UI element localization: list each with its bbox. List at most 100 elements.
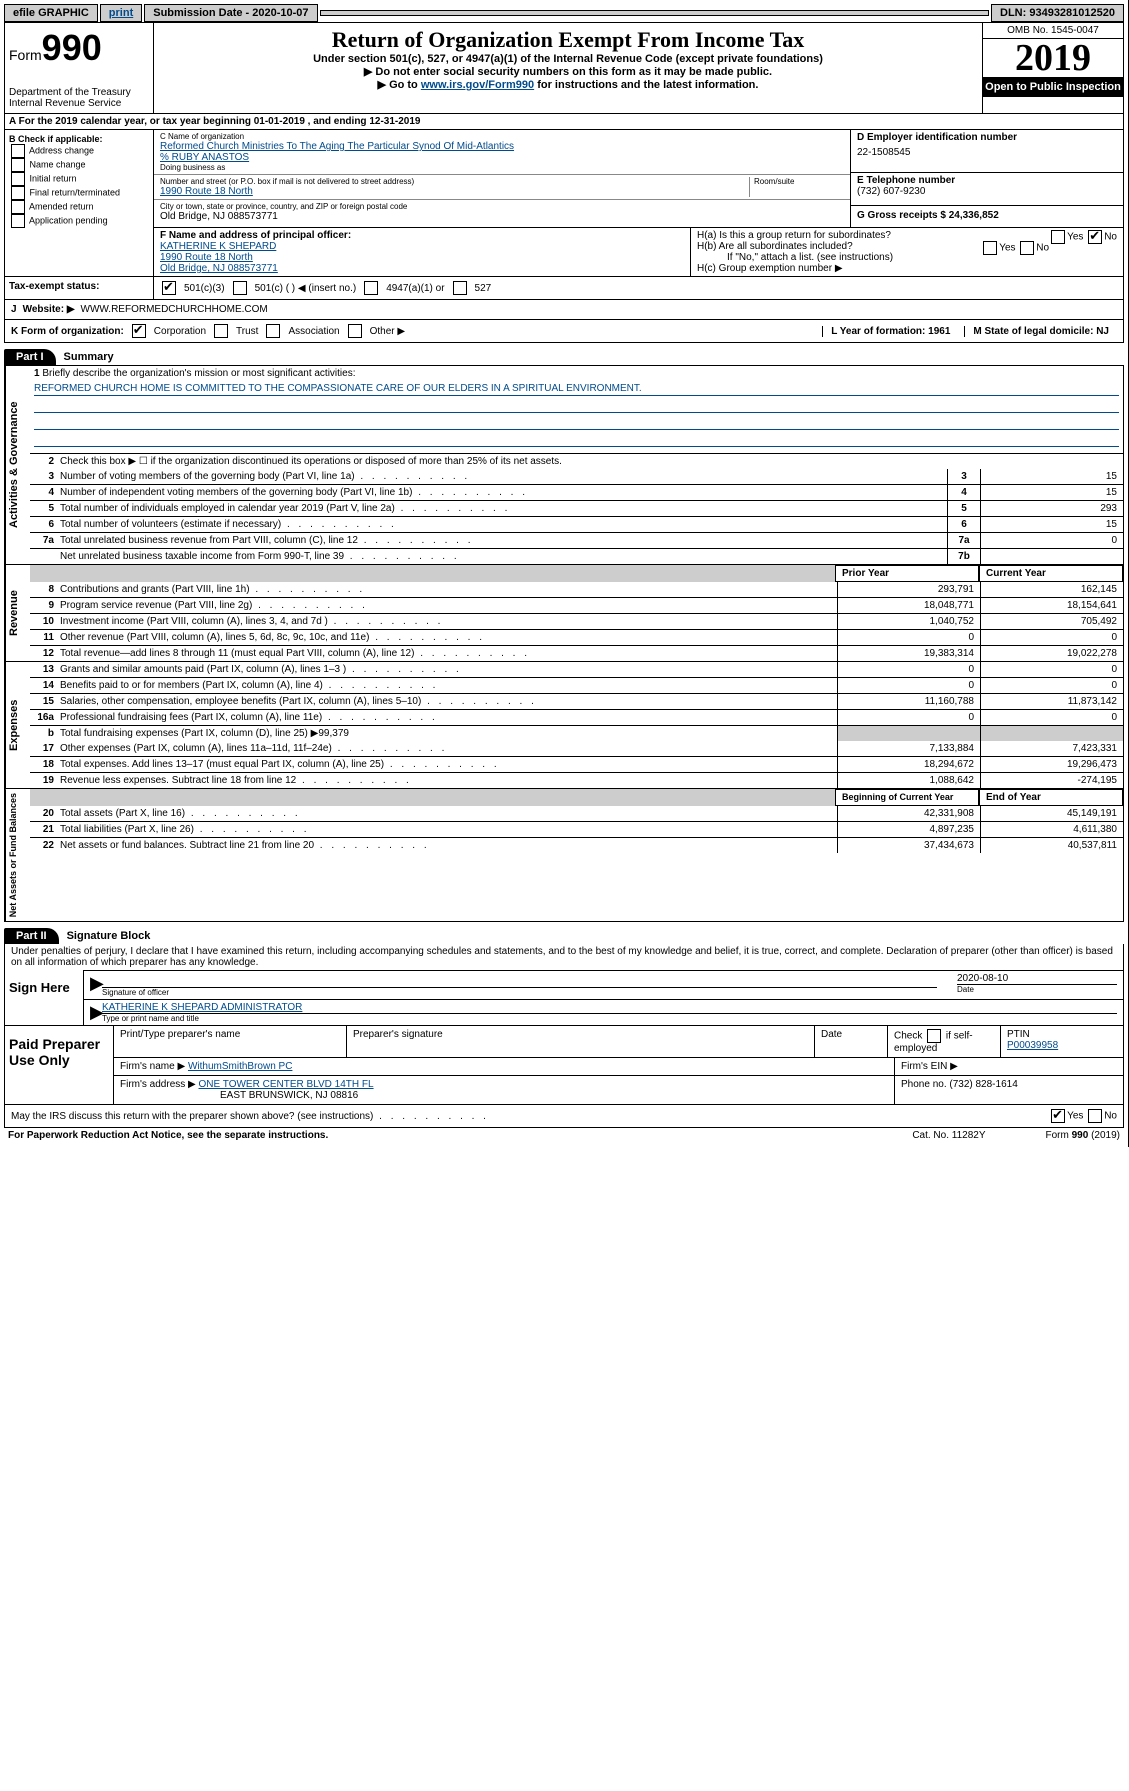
city-label: City or town, state or province, country…	[160, 202, 844, 211]
sig-date-label: Date	[957, 985, 1117, 994]
opt-final-return[interactable]: Final return/terminated	[9, 186, 149, 200]
officer-addr1[interactable]: 1990 Route 18 North	[160, 252, 253, 263]
chk-other[interactable]	[348, 324, 362, 338]
l-year-formation: L Year of formation: 1961	[831, 326, 950, 337]
net-header-row: Beginning of Current Year End of Year	[30, 789, 1123, 806]
ptin-value[interactable]: P00039958	[1007, 1040, 1058, 1051]
officer-name[interactable]: KATHERINE K SHEPARD	[160, 241, 276, 252]
officer-print-name[interactable]: KATHERINE K SHEPARD ADMINISTRATOR	[102, 1002, 302, 1013]
line-16b-desc: Total fundraising expenses (Part IX, col…	[56, 726, 837, 741]
summary-row: 8Contributions and grants (Part VIII, li…	[30, 582, 1123, 597]
firm-name[interactable]: WithumSmithBrown PC	[188, 1061, 292, 1072]
mission-blank2	[34, 417, 1119, 430]
submission-date: Submission Date - 2020-10-07	[144, 4, 317, 22]
gov-vert-label: Activities & Governance	[5, 366, 30, 564]
dba-label: Doing business as	[160, 163, 844, 172]
mission-blank1	[34, 400, 1119, 413]
summary-row: 12Total revenue—add lines 8 through 11 (…	[30, 645, 1123, 661]
form-word: Form	[9, 47, 42, 63]
chk-self-employed[interactable]	[927, 1029, 941, 1043]
sig-officer-line	[102, 973, 937, 988]
sig-arrow1: ▶	[90, 973, 102, 997]
room-suite-label: Room/suite	[749, 177, 844, 197]
j-label: J	[11, 304, 17, 315]
firm-address[interactable]: ONE TOWER CENTER BLVD 14TH FL	[199, 1079, 374, 1090]
rev-vert-label: Revenue	[5, 565, 30, 661]
chk-trust[interactable]	[214, 324, 228, 338]
preparer-name-hdr: Print/Type preparer's name	[114, 1026, 347, 1057]
preparer-sig-hdr: Preparer's signature	[347, 1026, 815, 1057]
end-year-hdr: End of Year	[979, 789, 1123, 806]
mission-text: REFORMED CHURCH HOME IS COMMITTED TO THE…	[34, 383, 1119, 396]
chk-assoc[interactable]	[266, 324, 280, 338]
h-c-exemption: H(c) Group exemption number ▶	[697, 263, 1117, 274]
org-care-of[interactable]: % RUBY ANASTOS	[160, 152, 249, 163]
chk-discuss-yes[interactable]	[1051, 1109, 1065, 1123]
chk-discuss-no[interactable]	[1088, 1109, 1102, 1123]
line-16b-prior	[837, 726, 980, 741]
gross-receipts: G Gross receipts $ 24,336,852	[857, 210, 999, 221]
summary-row: 16aProfessional fundraising fees (Part I…	[30, 709, 1123, 725]
opt-501c: 501(c) ( ) ◀ (insert no.)	[255, 283, 357, 294]
summary-row: 4Number of independent voting members of…	[30, 484, 1123, 500]
form-990-num: 990	[42, 27, 102, 68]
firm-name-label: Firm's name ▶	[120, 1061, 185, 1072]
addr-label: Number and street (or P.O. box if mail i…	[160, 177, 749, 186]
rev-header-row: Prior Year Current Year	[30, 565, 1123, 582]
print-button[interactable]: print	[100, 4, 142, 22]
row-a-tax-year: A For the 2019 calendar year, or tax yea…	[4, 114, 1124, 130]
k-org-row: K Form of organization: Corporation Trus…	[4, 320, 1124, 343]
website-row: J Website: ▶ WWW.REFORMEDCHURCHHOME.COM	[4, 300, 1124, 320]
chk-501c3[interactable]	[162, 281, 176, 295]
open-to-public: Open to Public Inspection	[983, 77, 1123, 97]
paid-preparer-label: Paid Preparer Use Only	[5, 1026, 113, 1104]
street-address[interactable]: 1990 Route 18 North	[160, 186, 253, 197]
line2-desc: Check this box ▶ ☐ if the organization d…	[56, 454, 1123, 469]
c-name-label: C Name of organization	[160, 132, 844, 141]
summary-row: 7aTotal unrelated business revenue from …	[30, 532, 1123, 548]
opt-assoc: Association	[288, 326, 339, 337]
summary-row: 11Other revenue (Part VIII, column (A), …	[30, 629, 1123, 645]
prior-year-hdr: Prior Year	[835, 565, 979, 582]
cat-no: Cat. No. 11282Y	[912, 1130, 985, 1141]
dln-label: DLN: 93493281012520	[991, 4, 1124, 22]
opt-other: Other ▶	[370, 326, 405, 337]
m-state-domicile: M State of legal domicile: NJ	[973, 326, 1109, 337]
summary-row: 3Number of voting members of the governi…	[30, 469, 1123, 484]
opt-address-change[interactable]: Address change	[9, 144, 149, 158]
opt-501c3: 501(c)(3)	[184, 283, 225, 294]
perjury-text: Under penalties of perjury, I declare th…	[5, 944, 1123, 970]
print-name-label: Type or print name and title	[102, 1014, 1117, 1023]
k-label: K Form of organization:	[11, 326, 124, 337]
goto-prefix: ▶ Go to	[378, 79, 421, 91]
exp-vert-label: Expenses	[5, 662, 30, 788]
paid-preparer-block: Paid Preparer Use Only Print/Type prepar…	[4, 1026, 1124, 1105]
summary-row: 10Investment income (Part VIII, column (…	[30, 613, 1123, 629]
part1-title: Summary	[56, 351, 114, 363]
chk-4947[interactable]	[364, 281, 378, 295]
sig-date: 2020-08-10	[957, 973, 1117, 985]
discuss-yes: Yes	[1067, 1111, 1083, 1122]
mission-blank3	[34, 434, 1119, 447]
part1-tab: Part I	[4, 349, 56, 365]
chk-527[interactable]	[453, 281, 467, 295]
discuss-no: No	[1104, 1111, 1117, 1122]
preparer-date-hdr: Date	[815, 1026, 888, 1057]
officer-addr2[interactable]: Old Bridge, NJ 088573771	[160, 263, 278, 274]
summary-row: 20Total assets (Part X, line 16)42,331,9…	[30, 806, 1123, 821]
section-b: B Check if applicable: Address change Na…	[5, 130, 154, 276]
phone-label: E Telephone number	[857, 175, 955, 186]
summary-row: 15Salaries, other compensation, employee…	[30, 693, 1123, 709]
sign-here-label: Sign Here	[5, 970, 84, 1025]
opt-application-pending[interactable]: Application pending	[9, 214, 149, 228]
opt-name-change[interactable]: Name change	[9, 158, 149, 172]
opt-4947: 4947(a)(1) or	[386, 283, 444, 294]
summary-row: 14Benefits paid to or for members (Part …	[30, 677, 1123, 693]
chk-501c[interactable]	[233, 281, 247, 295]
chk-corp[interactable]	[132, 324, 146, 338]
sig-officer-label: Signature of officer	[102, 988, 937, 997]
org-name[interactable]: Reformed Church Ministries To The Aging …	[160, 141, 514, 152]
opt-amended-return[interactable]: Amended return	[9, 200, 149, 214]
opt-initial-return[interactable]: Initial return	[9, 172, 149, 186]
irs-link[interactable]: www.irs.gov/Form990	[421, 79, 534, 91]
